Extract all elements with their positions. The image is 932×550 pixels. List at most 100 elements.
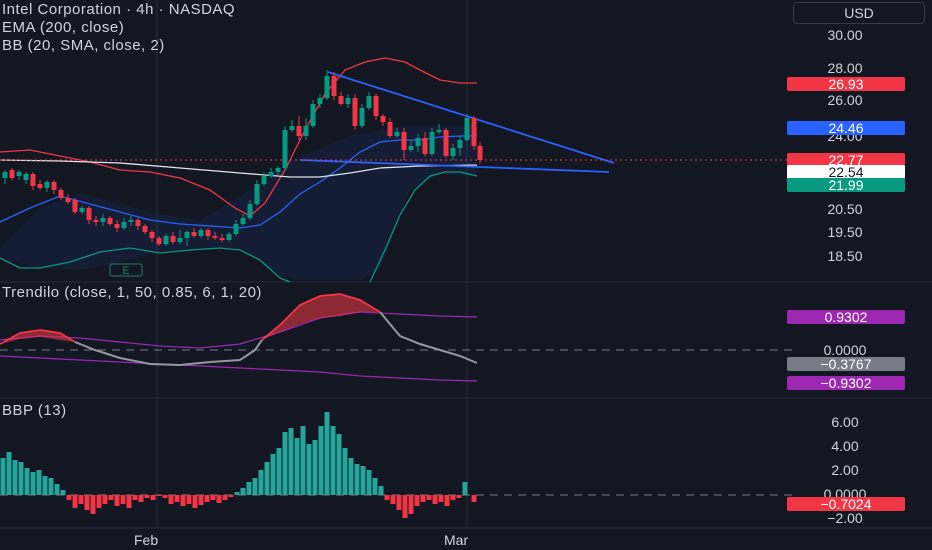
- candle-body: [268, 172, 274, 176]
- svg-text:−0.7024: −0.7024: [821, 496, 872, 512]
- bbp-bar: [6, 452, 12, 495]
- bbp-bar: [12, 460, 18, 495]
- bbp-bar: [354, 464, 360, 495]
- candle-body: [163, 236, 169, 244]
- candle-body: [205, 230, 211, 236]
- trendilo-badge: −0.9302: [787, 375, 905, 391]
- trendilo-badge: −0.3767: [787, 356, 905, 372]
- bbp-bar: [444, 495, 450, 506]
- bb-basis-line: [0, 135, 477, 229]
- bbp-bar: [96, 495, 102, 508]
- price-pane[interactable]: E: [0, 57, 793, 283]
- candle-body: [226, 234, 232, 240]
- bb-legend[interactable]: BB (20, SMA, close, 2): [2, 37, 165, 54]
- bbp-bar: [462, 482, 468, 495]
- trendilo-line-grey-right: [379, 311, 478, 364]
- trendilo-lower-band: [0, 355, 478, 382]
- bbp-bar: [78, 495, 84, 504]
- price-badge: 26.93: [787, 76, 905, 92]
- bbp-bar: [456, 495, 462, 498]
- bbp-bar: [108, 495, 114, 500]
- trendilo-fill-right: [262, 294, 380, 340]
- bbp-bar: [471, 495, 477, 502]
- bbp-bar: [300, 426, 306, 495]
- trendilo-pane[interactable]: [0, 293, 793, 382]
- candle-body: [170, 236, 176, 242]
- candle-body: [156, 238, 162, 244]
- candle-body: [212, 236, 218, 238]
- candle-body: [352, 98, 358, 126]
- bbp-tick: 4.00: [831, 438, 858, 454]
- candle-body: [477, 146, 483, 160]
- ema-legend[interactable]: EMA (200, close): [2, 19, 125, 36]
- bbp-tick: 6.00: [831, 414, 858, 430]
- ema-200-line: [0, 159, 478, 178]
- bbp-bar: [330, 426, 336, 495]
- candle-body: [86, 208, 92, 220]
- bbp-bar: [132, 495, 138, 500]
- bbp-bar: [270, 454, 276, 495]
- trendilo-legend[interactable]: Trendilo (close, 1, 50, 0.85, 6, 1, 20): [2, 284, 262, 301]
- candle-body: [317, 98, 323, 104]
- candle-body: [65, 198, 71, 202]
- svg-text:22.54: 22.54: [828, 164, 863, 180]
- bbp-bar: [432, 495, 438, 504]
- descending-trendline: [327, 71, 615, 164]
- candle-body: [261, 176, 267, 184]
- bbp-bar: [408, 495, 414, 514]
- candle-body: [254, 184, 260, 204]
- bbp-bar: [204, 495, 210, 502]
- bbp-bar: [426, 495, 432, 500]
- trendilo-fill-left: [0, 330, 75, 344]
- bbp-bar: [420, 495, 426, 502]
- bbp-bar: [306, 444, 312, 495]
- trendilo-line-red-left: [0, 329, 76, 345]
- candle-body: [107, 218, 113, 224]
- bbp-bar: [102, 495, 108, 504]
- candle-body: [128, 220, 134, 222]
- bbp-bar: [276, 448, 282, 495]
- bbp-legend[interactable]: BBP (13): [2, 402, 67, 419]
- price-tick: 28.00: [827, 60, 862, 76]
- candle-body: [422, 138, 428, 154]
- candle-body: [296, 126, 302, 136]
- price-tick: 20.50: [827, 201, 862, 217]
- bbp-bar: [348, 458, 354, 495]
- bbp-bar: [54, 484, 60, 495]
- bb-lower-line: [0, 247, 291, 283]
- bbp-pane[interactable]: [0, 412, 793, 518]
- bbp-bar: [450, 495, 456, 500]
- bbp-bar: [222, 495, 228, 500]
- candle-body: [79, 208, 85, 212]
- svg-text:21.99: 21.99: [828, 177, 863, 193]
- axis-layer: 30.0028.0026.0024.0020.5019.5018.5026.93…: [787, 27, 905, 526]
- candle-body: [331, 76, 337, 96]
- candle-body: [142, 226, 148, 232]
- bbp-bar: [48, 478, 54, 495]
- svg-text:22.77: 22.77: [828, 152, 863, 168]
- price-tick: 18.50: [827, 248, 862, 264]
- candle-body: [443, 130, 449, 156]
- bbp-bar: [186, 495, 192, 504]
- bbp-bar: [120, 495, 126, 504]
- bb-upper-line: [0, 57, 477, 217]
- symbol-legend[interactable]: Intel Corporation · 4h · NASDAQ: [2, 1, 236, 18]
- bbp-bar: [162, 495, 168, 498]
- time-label-feb: Feb: [134, 532, 159, 548]
- candle-body: [135, 220, 141, 226]
- earnings-letter: E: [122, 265, 129, 277]
- svg-text:−0.9302: −0.9302: [821, 375, 872, 391]
- candle-body: [373, 96, 379, 116]
- candle-body: [394, 132, 400, 136]
- price-tick: 30.00: [827, 27, 862, 43]
- candle-body: [324, 76, 330, 98]
- bbp-bar: [360, 466, 366, 495]
- candle-body: [303, 126, 309, 136]
- candlesticks: [2, 70, 483, 246]
- bbp-bar: [0, 458, 6, 495]
- currency-button[interactable]: USD: [793, 2, 925, 24]
- earnings-marker[interactable]: E: [109, 263, 143, 277]
- bbp-bar: [294, 438, 300, 495]
- candle-body: [275, 168, 281, 172]
